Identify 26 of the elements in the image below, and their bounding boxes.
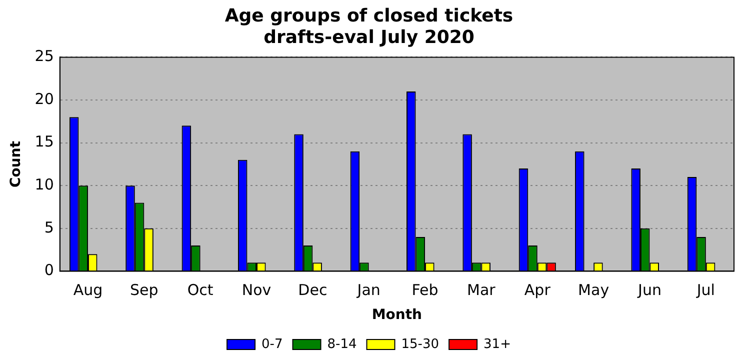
chart-title: Age groups of closed tickets [224, 5, 514, 26]
x-axis-title: Month [372, 307, 422, 324]
x-tick-label: Apr [524, 281, 552, 300]
legend-label: 15-30 [401, 336, 440, 352]
x-tick-label: Jul [696, 281, 715, 300]
x-tick-label: Nov [242, 281, 272, 300]
x-tick-label: Jun [637, 281, 662, 300]
y-tick-label: 0 [44, 261, 54, 280]
legend-label: 8-14 [327, 336, 357, 352]
y-tick-label: 5 [44, 218, 54, 236]
y-axis-title: Count [8, 140, 24, 188]
x-tick-label: Oct [187, 281, 214, 300]
chart-subtitle: drafts-eval July 2020 [264, 27, 474, 48]
x-tick-label: May [578, 281, 610, 300]
legend-label: 0-7 [262, 336, 283, 352]
x-tick-label: Feb [412, 281, 438, 300]
x-tick-label: Aug [73, 281, 103, 300]
x-tick-label: Mar [467, 281, 496, 300]
y-tick-label: 20 [34, 90, 54, 108]
y-tick-label: 15 [34, 132, 54, 151]
x-tick-label: Sep [130, 281, 158, 300]
y-tick-label: 10 [34, 175, 54, 194]
x-tick-label: Dec [298, 281, 328, 300]
y-tick-label: 25 [34, 47, 54, 66]
x-tick-label: Jan [356, 281, 380, 300]
legend-label: 31+ [484, 336, 511, 352]
